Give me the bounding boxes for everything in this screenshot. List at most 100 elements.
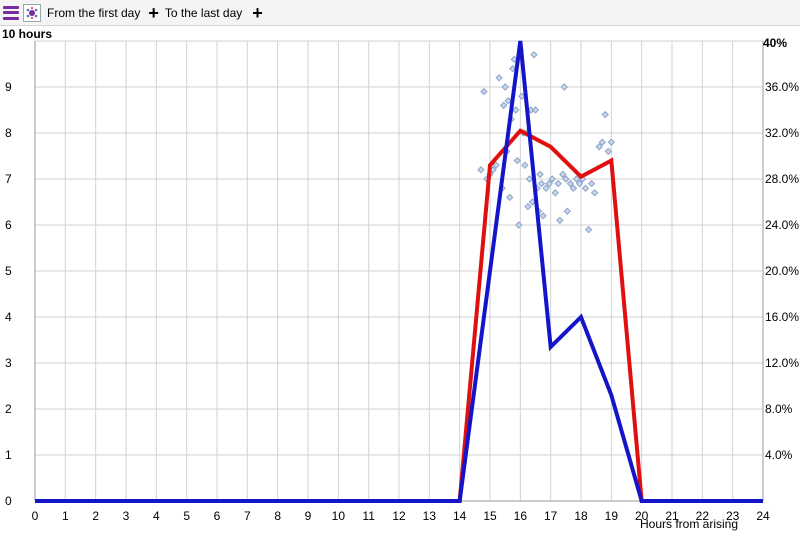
scatter-point [495, 74, 503, 82]
scatter-point [480, 87, 488, 96]
scatter-point [563, 207, 572, 215]
x-tick-label: 16 [514, 509, 528, 523]
x-tick-label: 4 [153, 509, 160, 523]
right-tick-label: 20.0% [765, 264, 799, 278]
menu-bar [3, 16, 19, 20]
scatter-point [537, 179, 546, 188]
menu-icon[interactable] [3, 5, 19, 21]
scatter-point [604, 147, 613, 156]
scatter-point [595, 143, 603, 151]
right-tick-label: 24.0% [765, 218, 799, 232]
x-tick-label: 19 [605, 509, 619, 523]
x-tick-label: 0 [32, 509, 39, 523]
menu-bar [3, 11, 19, 14]
x-tick-label: 17 [544, 509, 558, 523]
scatter-point [509, 64, 517, 73]
scatter-point [499, 101, 508, 110]
scatter-point [551, 189, 559, 197]
right-axis-title: 40% [763, 36, 787, 50]
left-tick-label: 9 [5, 80, 12, 94]
x-tick-label: 14 [453, 509, 467, 523]
scatter-point [556, 216, 564, 225]
percent-line [35, 40, 763, 503]
x-tick-label: 24 [756, 509, 770, 523]
left-tick-label: 6 [5, 218, 12, 232]
menu-bar [3, 5, 19, 9]
scatter-point [542, 184, 550, 192]
x-tick-label: 7 [244, 509, 251, 523]
to-last-day-label[interactable]: To the last day [164, 5, 243, 20]
x-tick-label: 6 [214, 509, 221, 523]
scatter-point [572, 175, 581, 183]
scatter-point [590, 189, 599, 197]
x-tick-label: 5 [183, 509, 190, 523]
x-tick-label: 8 [274, 509, 281, 523]
right-tick-label: 16.0% [765, 310, 799, 324]
left-tick-label: 1 [5, 448, 12, 462]
scatter-point [559, 170, 567, 179]
left-axis-title: 10 hours [2, 27, 52, 41]
scatter-filter-icon[interactable] [23, 3, 41, 22]
x-axis-label: Hours from arising [640, 517, 738, 531]
left-tick-label: 0 [5, 494, 12, 508]
left-tick-label: 5 [5, 264, 12, 278]
x-tick-label: 12 [392, 509, 406, 523]
scatter-point [601, 110, 609, 119]
x-tick-label: 9 [305, 509, 312, 523]
line-series [35, 40, 763, 503]
x-tick-label: 23 [726, 509, 740, 523]
x-tick-label: 18 [574, 509, 588, 523]
left-tick-label: 8 [5, 126, 12, 140]
left-tick-label: 7 [5, 172, 12, 186]
x-tick-label: 2 [92, 509, 99, 523]
scatter-point [566, 179, 575, 188]
x-tick-label: 1 [62, 509, 69, 523]
scatter-glyph-icon [26, 6, 38, 19]
scatter-point [607, 138, 616, 146]
scatter-point [569, 184, 578, 192]
x-tick-label: 3 [123, 509, 130, 523]
x-tick-label: 11 [362, 509, 375, 523]
scatter-series [477, 46, 616, 234]
scatter-point [492, 161, 500, 169]
scatter-point [539, 212, 547, 220]
scatter-point [504, 97, 512, 105]
right-tick-label: 36.0% [765, 80, 799, 94]
scatter-point [524, 202, 532, 211]
scatter-point [587, 179, 596, 188]
right-tick-label: 32.0% [765, 126, 799, 140]
scatter-point [513, 156, 522, 165]
hours-line [35, 128, 763, 503]
scatter-point [530, 51, 538, 59]
scatter-point [562, 175, 570, 183]
scatter-point [501, 83, 509, 91]
from-first-day-label[interactable]: From the first day [47, 5, 141, 20]
x-tick-label: 10 [332, 509, 346, 523]
x-tick-label: 20 [635, 509, 649, 523]
tick-labels: 01234567894.0%8.0%12.0%16.0%20.0%24.0%28… [5, 80, 799, 523]
scatter-point [545, 179, 553, 188]
right-tick-label: 12.0% [765, 356, 799, 370]
scatter-point [531, 106, 540, 114]
grid-lines [34, 40, 764, 501]
scatter-point [536, 170, 544, 179]
chart: 01234567894.0%8.0%12.0%16.0%20.0%24.0%28… [2, 27, 799, 531]
scatter-point [548, 175, 556, 183]
scatter-point [581, 184, 590, 192]
scatter-point [477, 166, 485, 174]
scatter-point [584, 225, 593, 234]
x-tick-label: 22 [696, 509, 710, 523]
add-from-button[interactable]: + [148, 2, 159, 23]
scatter-point [512, 106, 520, 114]
scatter-point [554, 179, 562, 188]
x-tick-label: 15 [483, 509, 497, 523]
add-to-button[interactable]: + [252, 2, 263, 23]
right-tick-label: 8.0% [765, 402, 793, 416]
scatter-point [506, 193, 514, 202]
scatter-point [521, 161, 529, 169]
scatter-point [598, 138, 606, 146]
right-tick-label: 28.0% [765, 172, 799, 186]
scatter-point [525, 175, 534, 183]
toolbar: From the first day + To the last day + [0, 0, 800, 26]
x-tick-label: 13 [423, 509, 437, 523]
